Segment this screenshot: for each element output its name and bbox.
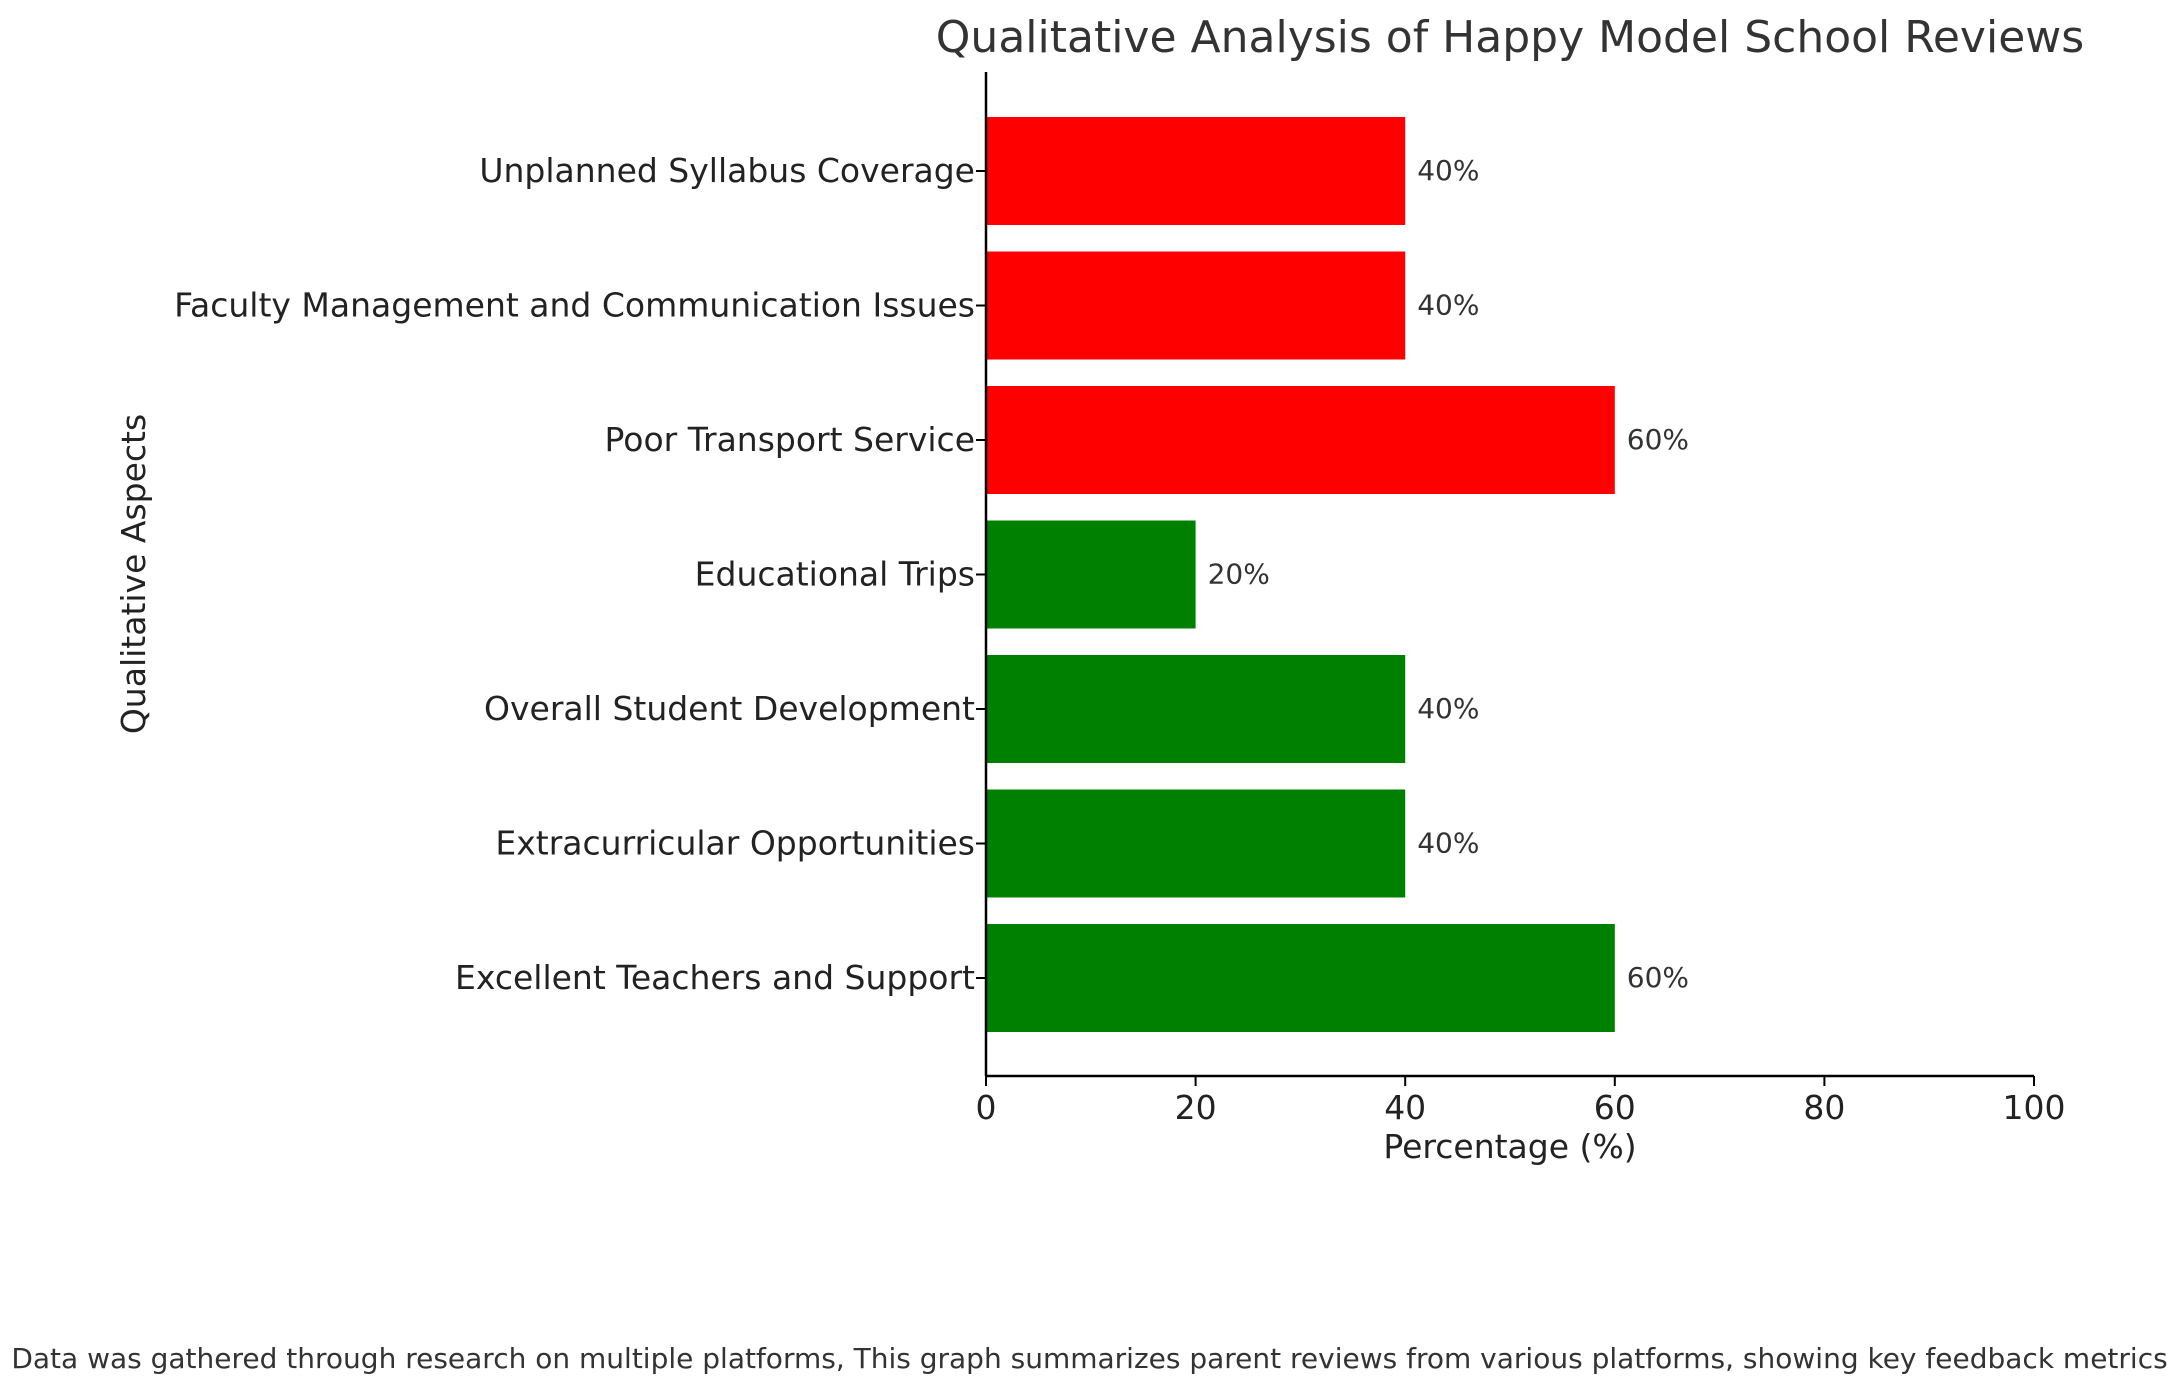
x-tick-label: 40 bbox=[1384, 1088, 1426, 1127]
bar-educational-trips bbox=[986, 520, 1196, 629]
bar-faculty-management-and-communication-issues bbox=[986, 251, 1406, 360]
x-tick-label: 60 bbox=[1594, 1088, 1636, 1127]
data-label: 40% bbox=[1417, 692, 1479, 725]
x-tick-label: 20 bbox=[1175, 1088, 1217, 1127]
x-axis-label: Percentage (%) bbox=[1383, 1127, 1636, 1166]
bar-unplanned-syllabus-coverage bbox=[986, 117, 1406, 225]
chart-title: Qualitative Analysis of Happy Model Scho… bbox=[936, 12, 2084, 63]
category-label: Extracurricular Opportunities bbox=[495, 824, 975, 863]
bar-excellent-teachers-and-support bbox=[986, 924, 1615, 1032]
x-tick-label: 0 bbox=[976, 1088, 997, 1127]
bar-overall-student-development bbox=[986, 655, 1406, 763]
x-tick-label: 80 bbox=[1803, 1088, 1845, 1127]
bar-poor-transport-service bbox=[986, 386, 1615, 494]
data-label: 60% bbox=[1627, 423, 1689, 456]
category-label: Poor Transport Service bbox=[605, 420, 975, 459]
y-axis-label: Qualitative Aspects bbox=[114, 414, 153, 734]
data-label: 40% bbox=[1417, 154, 1479, 187]
category-labels: Excellent Teachers and Support Extracurri… bbox=[174, 151, 986, 997]
category-label: Excellent Teachers and Support bbox=[455, 958, 975, 997]
category-label: Educational Trips bbox=[695, 555, 975, 594]
data-label: 40% bbox=[1417, 827, 1479, 860]
bars-group bbox=[986, 117, 1615, 1032]
footnote: Data was gathered through research on mu… bbox=[11, 1342, 2168, 1375]
x-axis-ticks: 0 20 40 60 80 100 bbox=[976, 1076, 2066, 1127]
bar-extracurricular-opportunities bbox=[986, 789, 1406, 898]
data-labels: 60% 40% 40% 20% 60% 40% 40% bbox=[1208, 154, 1689, 994]
data-label: 40% bbox=[1417, 289, 1479, 322]
data-label: 60% bbox=[1627, 961, 1689, 994]
category-label: Unplanned Syllabus Coverage bbox=[479, 151, 975, 190]
data-label: 20% bbox=[1208, 558, 1270, 591]
category-label: Overall Student Development bbox=[484, 689, 975, 728]
x-tick-label: 100 bbox=[2003, 1088, 2066, 1127]
category-label: Faculty Management and Communication Iss… bbox=[174, 286, 975, 325]
